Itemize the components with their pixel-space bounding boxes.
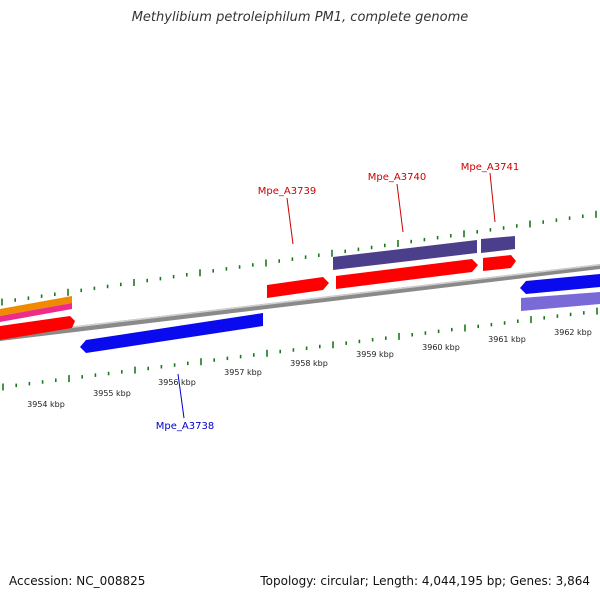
axis-label-3957: 3957 kbp — [224, 368, 262, 377]
gene-blue-right[interactable] — [520, 274, 600, 294]
gene-mpe-a3741-band[interactable] — [481, 236, 515, 253]
axis-label-3956: 3956 kbp — [158, 378, 196, 387]
axis-label-3961: 3961 kbp — [488, 335, 526, 344]
lower-tick-track — [2, 307, 598, 391]
axis-label-3955: 3955 kbp — [93, 389, 131, 398]
upper-tick-track — [1, 210, 597, 306]
leader-mpe-a3741 — [489, 172, 496, 223]
genome-backbone — [0, 264, 600, 341]
gene-lavender-right[interactable] — [521, 292, 600, 311]
genome-backbone-highlight — [0, 264, 600, 337]
gene-labels: Mpe_A3738 Mpe_A3739 Mpe_A3740 Mpe_A3741 — [156, 162, 519, 432]
gene-orange[interactable] — [0, 296, 72, 316]
axis-label-3962: 3962 kbp — [554, 328, 592, 337]
map-title: Methylibium petroleiphilum PM1, complete… — [131, 10, 469, 25]
axis-label-3960: 3960 kbp — [422, 343, 460, 352]
gene-mpe-a3739[interactable] — [267, 277, 329, 298]
axis-label-3954: 3954 kbp — [27, 400, 65, 409]
accession-text: Accession: NC_008825 — [9, 574, 146, 588]
gene-pink[interactable] — [0, 303, 72, 322]
gene-mpe-a3740-band[interactable] — [333, 240, 477, 270]
gene-label-mpe-a3738[interactable]: Mpe_A3738 — [156, 421, 214, 432]
axis-labels: 3954 kbp 3955 kbp 3956 kbp 3957 kbp 3958… — [27, 328, 592, 409]
gene-leader-lines — [177, 172, 496, 419]
axis-label-3959: 3959 kbp — [356, 350, 394, 359]
gene-mpe-a3741[interactable] — [483, 255, 516, 271]
gene-label-mpe-a3740[interactable]: Mpe_A3740 — [368, 172, 426, 183]
axis-label-3958: 3958 kbp — [290, 359, 328, 368]
gene-mpe-a3738[interactable] — [80, 313, 263, 353]
gene-mpe-a3740[interactable] — [336, 259, 478, 289]
gene-red-left[interactable] — [0, 316, 75, 340]
gene-label-mpe-a3741[interactable]: Mpe_A3741 — [461, 162, 519, 173]
leader-mpe-a3740 — [396, 183, 404, 233]
genome-summary-text: Topology: circular; Length: 4,044,195 bp… — [260, 574, 590, 588]
gene-label-mpe-a3739[interactable]: Mpe_A3739 — [258, 186, 316, 197]
gene-track — [0, 236, 600, 353]
leader-mpe-a3739 — [286, 197, 294, 245]
leader-mpe-a3738 — [177, 373, 185, 419]
